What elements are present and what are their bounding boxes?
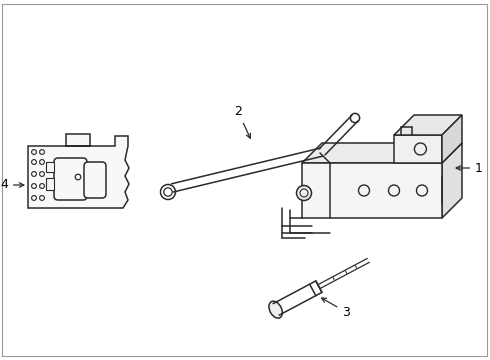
Circle shape bbox=[161, 184, 175, 199]
Text: 1: 1 bbox=[456, 162, 483, 175]
Ellipse shape bbox=[269, 301, 282, 318]
Circle shape bbox=[416, 185, 427, 196]
Text: 4: 4 bbox=[0, 179, 24, 192]
FancyBboxPatch shape bbox=[84, 162, 106, 198]
Circle shape bbox=[389, 185, 399, 196]
Circle shape bbox=[40, 159, 45, 165]
Circle shape bbox=[359, 185, 369, 196]
Polygon shape bbox=[302, 143, 462, 163]
Circle shape bbox=[31, 159, 36, 165]
Bar bbox=[394, 135, 442, 163]
Circle shape bbox=[296, 185, 312, 201]
Text: 3: 3 bbox=[321, 298, 350, 319]
Circle shape bbox=[300, 189, 308, 197]
Circle shape bbox=[40, 195, 45, 201]
Circle shape bbox=[40, 150, 45, 154]
Ellipse shape bbox=[350, 113, 360, 123]
Polygon shape bbox=[442, 143, 462, 218]
Circle shape bbox=[31, 150, 36, 154]
Bar bbox=[302, 163, 442, 218]
Circle shape bbox=[415, 143, 426, 155]
Circle shape bbox=[40, 184, 45, 188]
Polygon shape bbox=[442, 115, 462, 163]
Circle shape bbox=[31, 184, 36, 188]
Polygon shape bbox=[28, 134, 129, 208]
Circle shape bbox=[164, 188, 172, 196]
Text: 2: 2 bbox=[234, 105, 250, 138]
Circle shape bbox=[31, 172, 36, 176]
Bar bbox=[46, 178, 54, 190]
FancyBboxPatch shape bbox=[54, 158, 87, 200]
Polygon shape bbox=[394, 115, 462, 135]
Circle shape bbox=[75, 174, 81, 180]
Circle shape bbox=[31, 195, 36, 201]
Bar bbox=[46, 162, 54, 172]
Circle shape bbox=[40, 172, 45, 176]
